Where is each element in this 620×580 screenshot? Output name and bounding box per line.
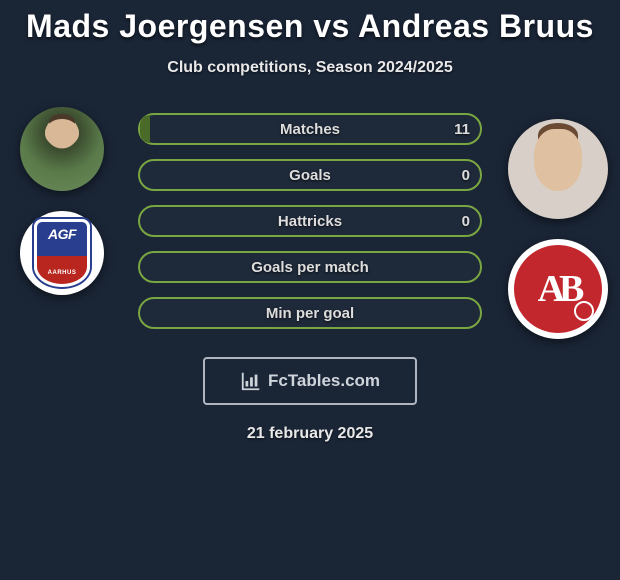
left-column <box>0 107 120 295</box>
stat-label: Goals <box>140 161 480 189</box>
stat-value: 0 <box>462 161 470 189</box>
watermark-text: FcTables.com <box>268 371 380 391</box>
club-right-crest: AB <box>508 239 608 339</box>
stats-column: Matches11Goals0Hattricks0Goals per match… <box>120 107 500 329</box>
stat-label: Matches <box>140 115 480 143</box>
stat-label: Goals per match <box>140 253 480 281</box>
stat-bar: Goals0 <box>138 159 482 191</box>
stat-bar: Matches11 <box>138 113 482 145</box>
stat-label: Hattricks <box>140 207 480 235</box>
stat-bar: Hattricks0 <box>138 205 482 237</box>
stat-value: 11 <box>454 115 470 143</box>
chart-icon <box>240 370 262 392</box>
watermark: FcTables.com <box>203 357 417 405</box>
stat-bar: Goals per match <box>138 251 482 283</box>
player-right-avatar <box>508 119 608 219</box>
right-column: AB <box>500 107 620 339</box>
page-title: Mads Joergensen vs Andreas Bruus <box>0 8 620 45</box>
stat-bar: Min per goal <box>138 297 482 329</box>
club-left-crest <box>20 211 104 295</box>
stat-value: 0 <box>462 207 470 235</box>
content-row: Matches11Goals0Hattricks0Goals per match… <box>0 107 620 339</box>
subtitle: Club competitions, Season 2024/2025 <box>0 59 620 77</box>
footer-date: 21 february 2025 <box>0 425 620 443</box>
stat-label: Min per goal <box>140 299 480 327</box>
player-left-avatar <box>20 107 104 191</box>
